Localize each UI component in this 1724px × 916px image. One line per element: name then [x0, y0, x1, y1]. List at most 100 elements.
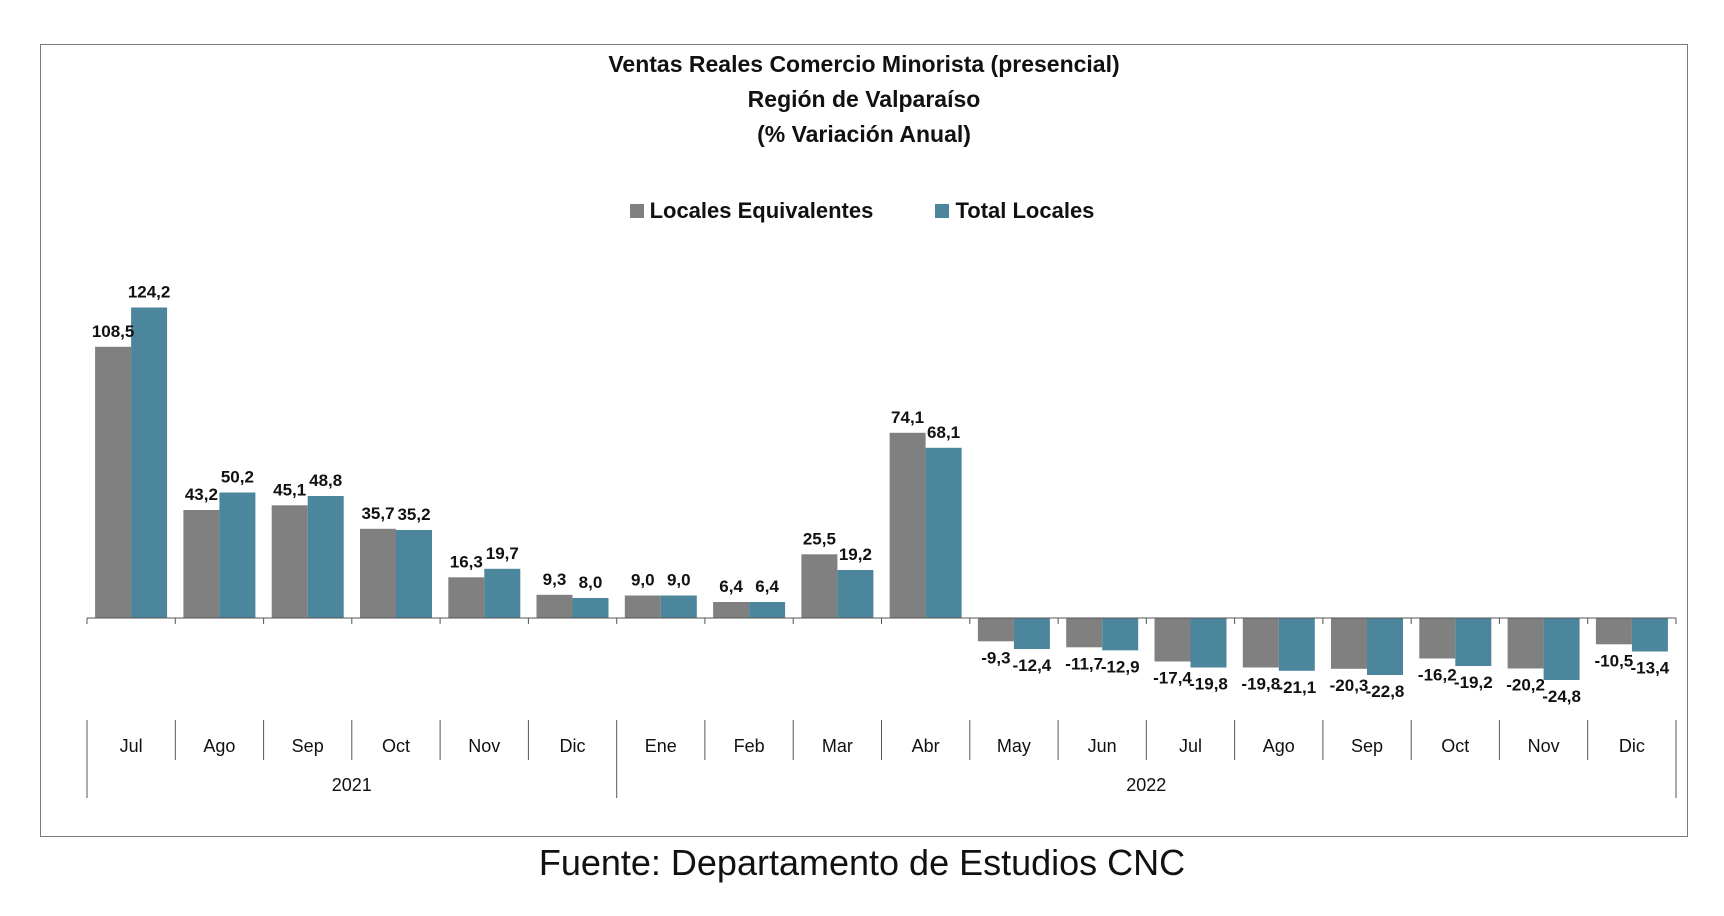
bar-series-2-11: [1013, 618, 1050, 649]
bar-series-2-1: [131, 307, 168, 618]
x-tick-label-2: Ago: [203, 736, 235, 756]
legend-item-series-2: Total Locales: [935, 198, 1094, 224]
chart-legend: Locales Equivalentes Total Locales: [0, 198, 1724, 224]
bar-series-2-5: [484, 568, 521, 619]
x-tick-label-14: Ago: [1263, 736, 1295, 756]
data-label-series-1-8: 6,4: [719, 577, 743, 596]
data-label-series-2-1: 124,2: [128, 283, 171, 302]
data-label-series-2-9: 19,2: [839, 545, 872, 564]
bar-series-2-15: [1367, 618, 1403, 675]
data-label-series-1-2: 43,2: [185, 485, 218, 504]
x-tick-label-6: Dic: [560, 736, 586, 756]
data-label-series-2-7: 9,0: [667, 571, 691, 590]
bar-series-1-10: [889, 432, 926, 619]
x-tick-label-15: Sep: [1351, 736, 1383, 756]
bar-series-2-16: [1455, 618, 1492, 666]
bar-series-1-17: [1507, 618, 1544, 669]
data-label-series-1-1: 108,5: [92, 322, 135, 341]
bar-series-1-6: [536, 594, 573, 619]
data-label-series-1-18: -10,5: [1595, 651, 1634, 670]
bar-series-1-7: [624, 595, 661, 618]
bar-series-2-9: [837, 570, 874, 618]
x-tick-label-17: Nov: [1528, 736, 1560, 756]
bar-series-1-18: [1595, 618, 1632, 645]
legend-swatch-series-2: [935, 204, 950, 218]
data-label-series-2-2: 50,2: [221, 468, 254, 487]
x-tick-label-13: Jul: [1179, 736, 1202, 756]
chart-title: Ventas Reales Comercio Minorista (presen…: [608, 51, 1120, 77]
bar-series-2-4: [396, 530, 432, 618]
bar-series-2-18: [1631, 618, 1668, 652]
data-label-series-1-15: -20,3: [1330, 676, 1369, 695]
data-label-series-1-7: 9,0: [631, 571, 655, 590]
bar-series-2-13: [1190, 618, 1227, 668]
data-label-series-1-10: 74,1: [891, 408, 924, 427]
x-tick-label-8: Feb: [734, 736, 765, 756]
data-label-series-1-4: 35,7: [361, 504, 394, 523]
chart-frame: [40, 44, 1688, 837]
bar-series-2-8: [749, 602, 786, 618]
data-label-series-1-14: -19,8: [1241, 675, 1280, 694]
data-label-series-2-4: 35,2: [397, 505, 430, 524]
x-tick-label-12: Jun: [1088, 736, 1117, 756]
legend-item-series-1: Locales Equivalentes: [629, 198, 874, 224]
x-tick-label-5: Nov: [468, 736, 500, 756]
data-label-series-2-16: -19,2: [1454, 673, 1493, 692]
bar-series-2-3: [307, 496, 344, 618]
data-label-series-2-10: 68,1: [927, 423, 960, 442]
data-label-series-1-13: -17,4: [1153, 669, 1192, 688]
bar-series-2-17: [1543, 618, 1580, 680]
bar-series-1-12: [1066, 618, 1103, 648]
data-label-series-1-12: -11,7: [1065, 654, 1103, 673]
bar-series-1-4: [360, 528, 396, 619]
bar-series-2-14: [1278, 618, 1315, 671]
data-label-series-2-6: 8,0: [579, 573, 603, 592]
x-tick-label-10: Abr: [912, 736, 940, 756]
bar-series-2-10: [925, 447, 962, 619]
bar-series-2-12: [1102, 618, 1139, 651]
bar-series-2-7: [660, 595, 697, 618]
data-label-series-1-6: 9,3: [543, 570, 567, 589]
x-tick-label-3: Sep: [292, 736, 324, 756]
data-label-series-2-11: -12,4: [1013, 656, 1052, 675]
data-label-series-1-3: 45,1: [273, 480, 306, 499]
x-tick-label-7: Ene: [645, 736, 677, 756]
bar-series-1-3: [271, 505, 308, 619]
data-label-series-1-16: -16,2: [1418, 666, 1457, 685]
bar-series-1-13: [1154, 618, 1191, 662]
chart-subtitle-units: (% Variación Anual): [757, 121, 971, 147]
x-tick-label-18: Dic: [1619, 736, 1645, 756]
data-label-series-2-8: 6,4: [755, 577, 779, 596]
data-label-series-2-18: -13,4: [1631, 659, 1670, 678]
bar-series-1-8: [713, 602, 750, 618]
bar-series-1-2: [183, 510, 220, 618]
bar-series-2-6: [572, 598, 609, 618]
bar-series-1-11: [977, 618, 1014, 642]
bar-series-1-15: [1331, 618, 1367, 669]
legend-label-series-1: Locales Equivalentes: [649, 198, 874, 223]
chart-subtitle: Región de Valparaíso: [747, 86, 981, 112]
bar-series-1-9: [801, 554, 838, 619]
data-label-series-2-17: -24,8: [1542, 687, 1581, 706]
x-tick-label-16: Oct: [1441, 736, 1469, 756]
x-tick-label-11: May: [997, 736, 1031, 756]
year-label-2021: 2021: [332, 775, 372, 795]
data-label-series-1-11: -9,3: [981, 648, 1010, 667]
x-tick-label-9: Mar: [822, 736, 853, 756]
legend-swatch-series-1: [629, 204, 644, 218]
x-tick-label-4: Oct: [382, 736, 410, 756]
data-label-series-2-5: 19,7: [486, 544, 519, 563]
data-label-series-1-9: 25,5: [803, 529, 836, 548]
data-label-series-1-17: -20,2: [1506, 676, 1545, 695]
bar-series-2-2: [219, 492, 256, 618]
source-note: Fuente: Departamento de Estudios CNC: [538, 842, 1186, 883]
bar-series-1-14: [1242, 618, 1279, 668]
data-label-series-2-15: -22,8: [1366, 682, 1405, 701]
data-label-series-1-5: 16,3: [450, 552, 483, 571]
data-label-series-2-3: 48,8: [309, 471, 342, 490]
data-label-series-2-12: -12,9: [1101, 657, 1140, 676]
data-label-series-2-14: -21,1: [1277, 678, 1316, 697]
year-label-2022: 2022: [1126, 775, 1166, 795]
bar-series-1-5: [448, 577, 485, 619]
